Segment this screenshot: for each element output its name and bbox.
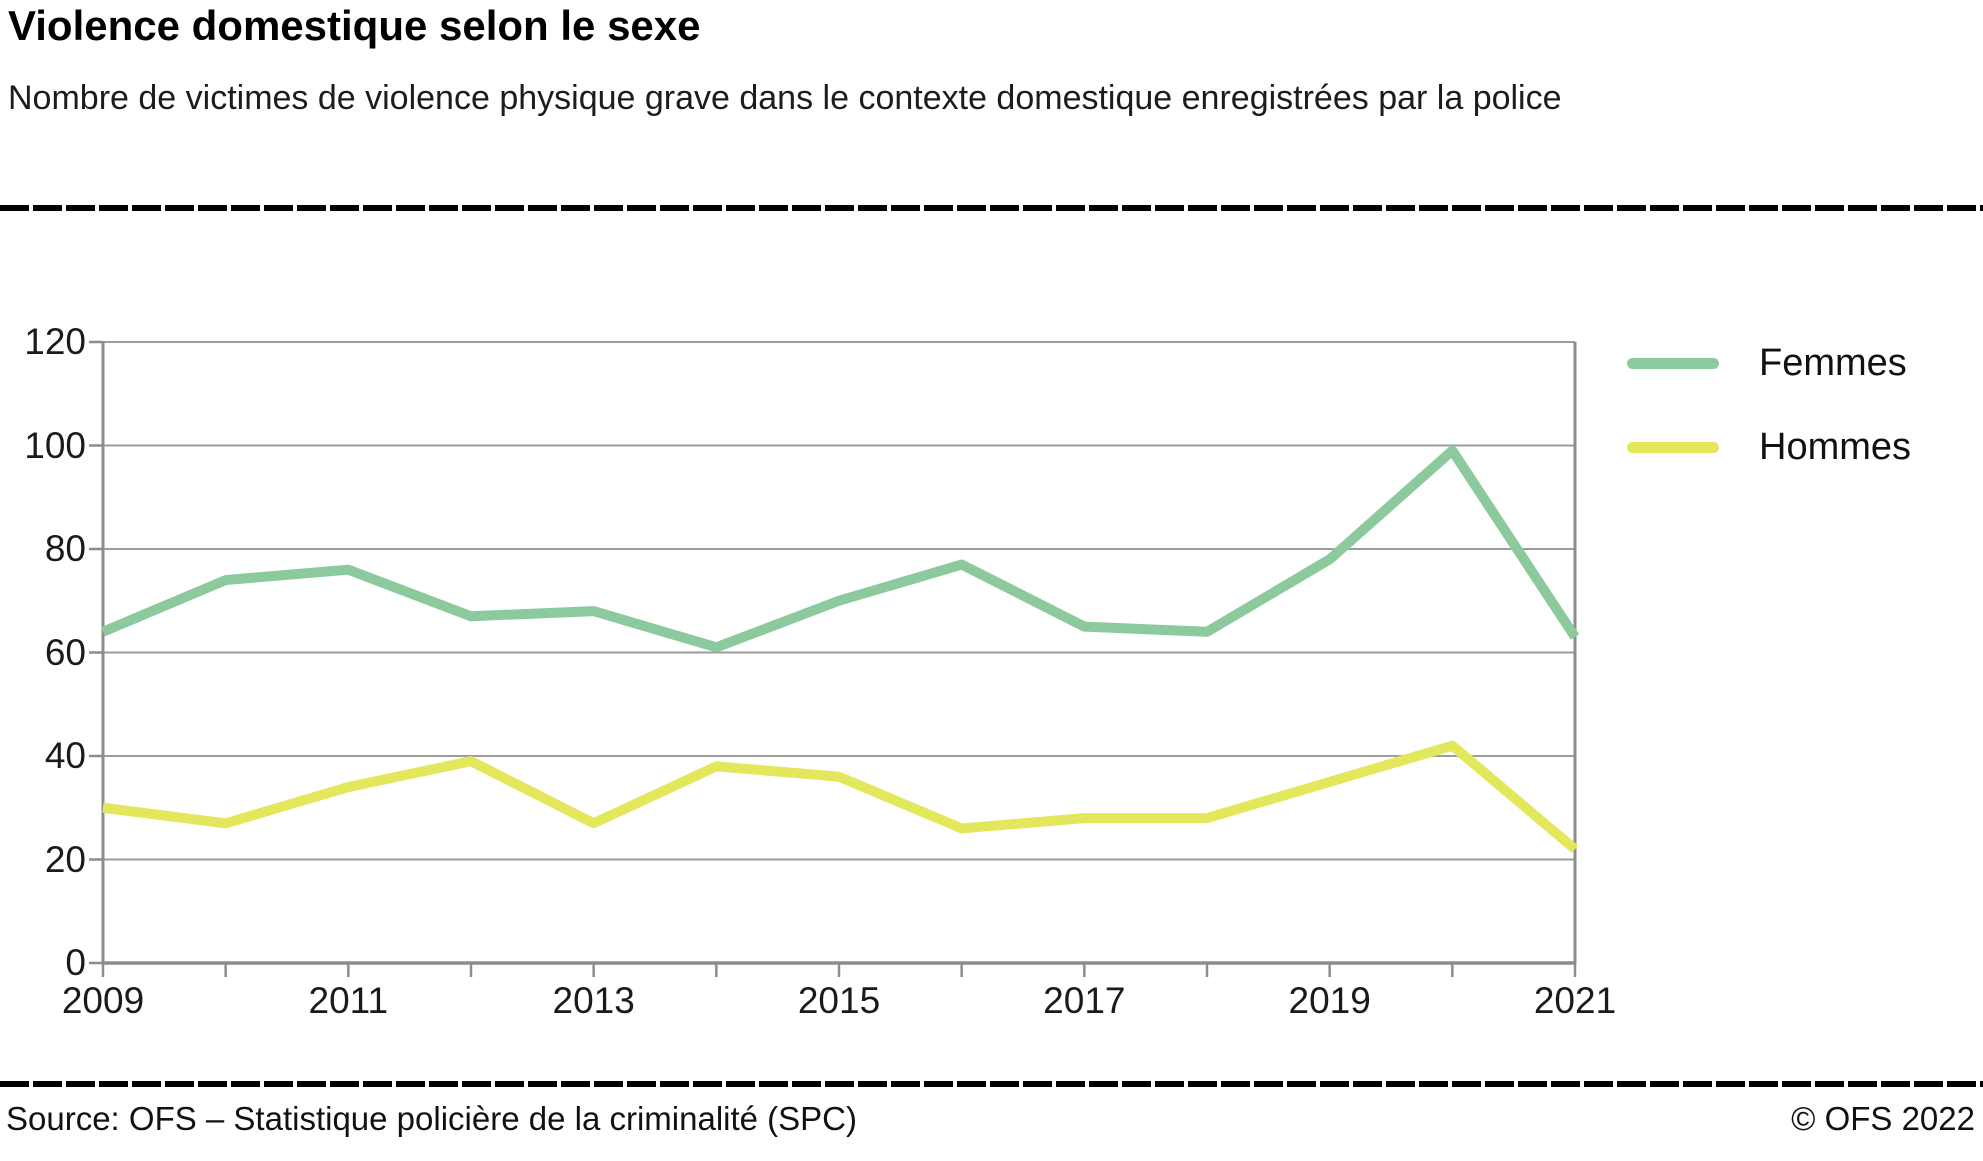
y-tick-label-60: 60: [44, 631, 86, 673]
copyright-note: © OFS 2022: [1791, 1100, 1975, 1137]
page-subtitle: Nombre de victimes de violence physique …: [8, 79, 1562, 117]
x-tick-label-2013: 2013: [552, 980, 635, 1021]
y-tick-label-80: 80: [44, 528, 86, 569]
top-separator: [0, 205, 1983, 211]
y-tick-label-120: 120: [24, 321, 86, 362]
legend-label-hommes: Hommes: [1759, 425, 1912, 468]
bottom-separator: [0, 1081, 1983, 1087]
x-tick-label-2017: 2017: [1043, 980, 1126, 1021]
x-tick-label-2019: 2019: [1288, 980, 1371, 1021]
y-tick-label-40: 40: [44, 735, 86, 776]
legend-label-femmes: Femmes: [1759, 341, 1907, 384]
series-line-femmes: [101, 445, 1580, 653]
x-tick-label-2021: 2021: [1533, 980, 1617, 1021]
x-tick-label-2011: 2011: [308, 980, 389, 1021]
femmes-line-swatch: [1627, 357, 1719, 369]
x-tick-label-2009: 2009: [61, 980, 145, 1021]
source-note: Source: OFS – Statistique policière de l…: [6, 1100, 858, 1137]
y-tick-label-20: 20: [44, 838, 86, 880]
series-line-hommes: [102, 740, 1579, 853]
legend-item-hommes: Hommes: [1627, 424, 1911, 470]
hommes-line-swatch: [1627, 441, 1719, 453]
page-title: Violence domestique selon le sexe: [8, 2, 701, 49]
x-tick-label-2015: 2015: [797, 980, 881, 1021]
y-tick-label-100: 100: [24, 424, 86, 466]
footer: Source: OFS – Statistique policière de l…: [6, 1100, 1975, 1138]
legend: Femmes Hommes: [1627, 340, 1911, 508]
legend-item-femmes: Femmes: [1627, 340, 1911, 386]
y-tick-label-0: 0: [65, 942, 86, 983]
